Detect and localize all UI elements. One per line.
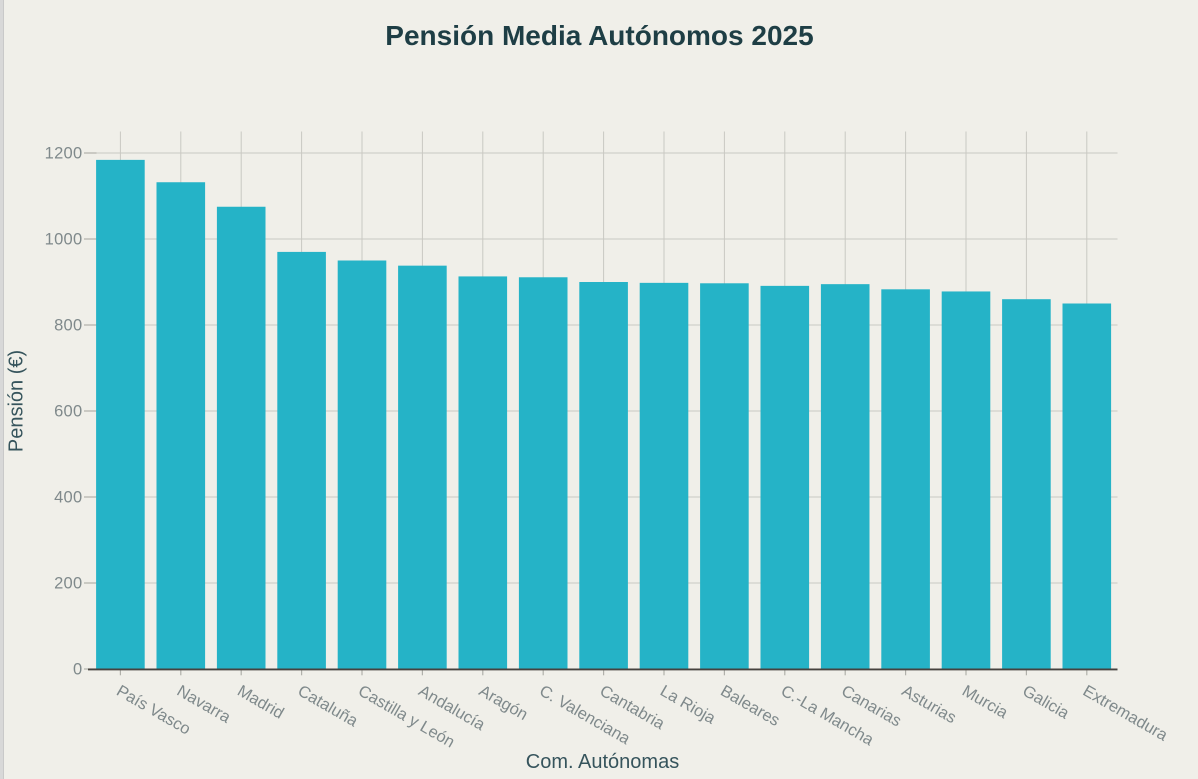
svg-text:600: 600 <box>54 403 82 421</box>
svg-text:800: 800 <box>54 317 82 335</box>
svg-text:Com. Autónomas: Com. Autónomas <box>526 751 679 773</box>
svg-text:1200: 1200 <box>45 145 83 163</box>
svg-text:0: 0 <box>73 661 82 679</box>
svg-text:400: 400 <box>54 489 82 507</box>
svg-text:Pensión Media Autónomos 2025: Pensión Media Autónomos 2025 <box>385 20 813 51</box>
svg-text:1000: 1000 <box>45 231 83 249</box>
svg-text:Pensión (€): Pensión (€) <box>6 350 28 452</box>
svg-text:200: 200 <box>54 575 82 593</box>
